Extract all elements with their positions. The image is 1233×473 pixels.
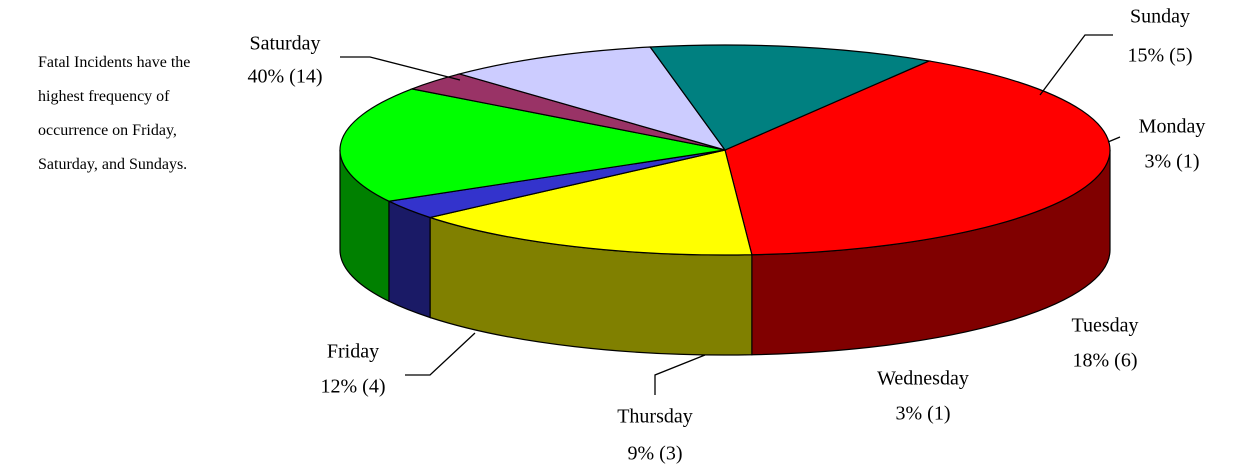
slice [339, 88, 726, 202]
slice-label: Tuesday [1071, 315, 1138, 337]
slice-side [388, 200, 431, 319]
value-label: 3% (1) [1145, 151, 1200, 173]
slice [427, 149, 753, 256]
leader-line [340, 56, 461, 81]
leader-line [1107, 136, 1121, 143]
annotation: Fatal Incidents have the highest frequen… [38, 54, 191, 173]
slice [649, 44, 932, 151]
slice-label: Thursday [617, 406, 693, 428]
value-label: 18% (6) [1073, 350, 1138, 372]
slice [724, 60, 1111, 256]
leader-line [405, 332, 476, 376]
value-label: 12% (4) [321, 376, 386, 398]
value-label: 40% (14) [248, 66, 323, 88]
slice-label: Friday [327, 341, 379, 363]
slice-label: Sunday [1130, 6, 1190, 28]
slice-label: Monday [1139, 116, 1206, 138]
leader-line [1039, 34, 1113, 96]
slice-label: Wednesday [877, 368, 969, 390]
value-label: 9% (3) [628, 443, 683, 465]
slice-label: Saturday [249, 33, 320, 55]
slice [457, 46, 727, 152]
value-label: 15% (5) [1128, 45, 1193, 67]
value-label: 3% (1) [896, 403, 951, 425]
leader-line [654, 354, 706, 395]
